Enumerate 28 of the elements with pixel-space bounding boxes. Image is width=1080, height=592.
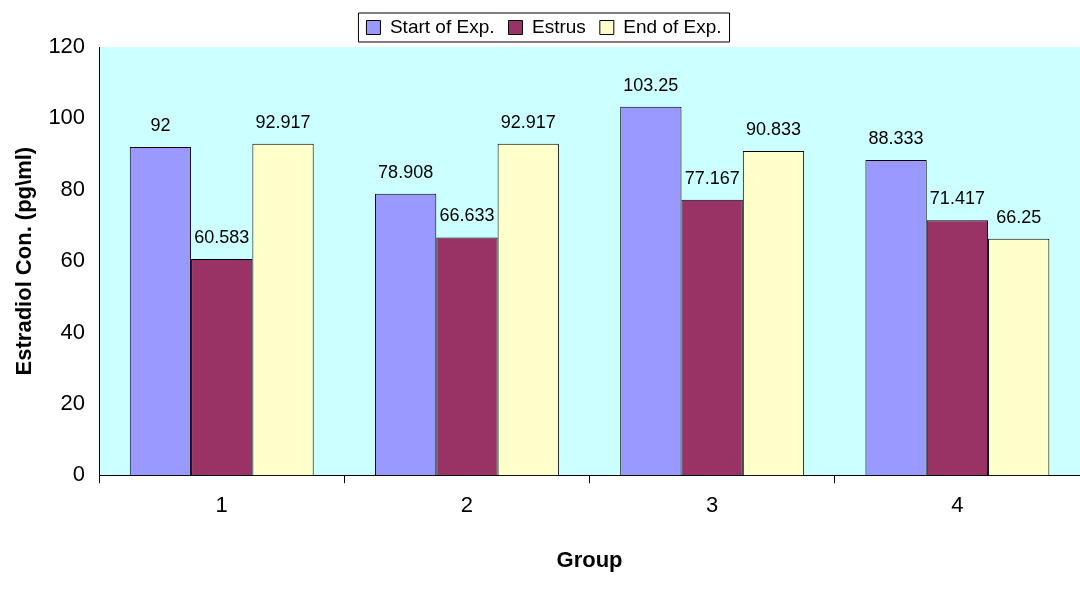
y-tick-label: 100: [48, 104, 86, 130]
data-label: 92: [150, 114, 171, 135]
y-tick-label: 40: [60, 318, 86, 344]
data-label: 77.167: [684, 167, 740, 188]
legend-label: Estrus: [531, 15, 586, 37]
data-label: 71.417: [929, 188, 985, 209]
data-label: 60.583: [194, 226, 250, 247]
x-tick-label: 1: [215, 492, 228, 518]
data-label: 66.633: [439, 205, 495, 226]
x-tick-label: 3: [706, 492, 719, 518]
x-tick-label: 2: [460, 492, 474, 518]
y-tick-label: 0: [72, 461, 86, 487]
y-tick-label: 60: [60, 247, 86, 273]
legend-label: End of Exp.: [623, 15, 722, 37]
y-tick-label: 20: [60, 389, 86, 415]
y-tick-label: 120: [48, 33, 86, 59]
data-label: 103.25: [623, 74, 679, 95]
data-label: 90.833: [745, 119, 801, 140]
data-label: 92.917: [500, 111, 556, 132]
legend-label: Start of Exp.: [389, 15, 495, 37]
y-axis-title: Estradiol Con. (pg\ml): [11, 146, 37, 376]
y-tick-label: 80: [60, 175, 86, 201]
data-label: 92.917: [255, 111, 311, 132]
data-label: 88.333: [868, 127, 924, 148]
data-label: 66.25: [996, 206, 1042, 227]
x-tick-label: 4: [951, 492, 964, 518]
data-label: 78.908: [378, 161, 434, 182]
x-axis-title: Group: [556, 546, 623, 572]
